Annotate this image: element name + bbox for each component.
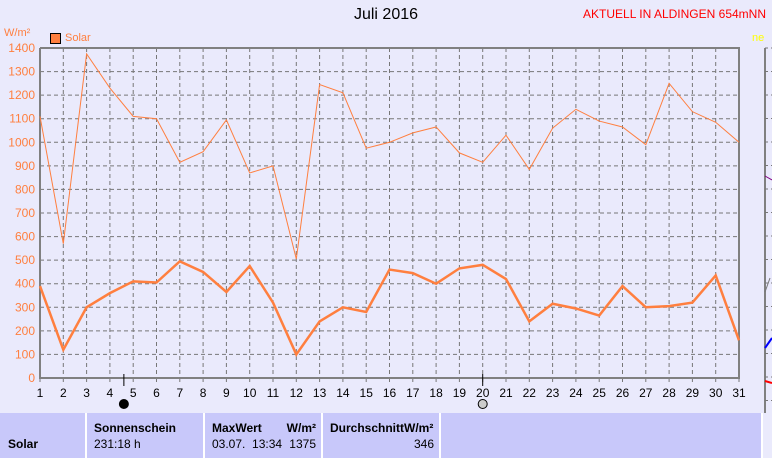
x-tick-label: 10 [243,386,257,400]
full-moon-icon [477,399,488,409]
y-tick-label: 600 [15,230,35,244]
x-tick-label: 15 [360,386,374,400]
row-label: Solar [8,437,39,451]
x-tick-label: 25 [593,386,607,400]
y-tick-label: 200 [15,324,35,338]
x-tick-label: 9 [223,386,230,400]
y-tick-label: 300 [15,300,35,314]
x-tick-label: 14 [336,386,350,400]
sunshine-value: 231:18 h [94,437,141,451]
x-tick-label: 11 [267,386,280,400]
max-value: 1375 [289,437,316,451]
legend-label: Solar [65,32,91,44]
sunshine-cell: Sonnenschein 231:18 h [87,413,205,458]
sunshine-header: Sonnenschein [94,421,177,435]
x-tick-label: 13 [313,386,327,400]
x-tick-label: 12 [290,386,304,400]
x-tick-label: 20 [476,386,490,400]
x-tick-label: 26 [616,386,630,400]
new-moon-icon [118,399,129,409]
x-tick-label: 30 [709,386,723,400]
max-header: MaxWert [212,421,262,435]
x-tick-label: 6 [153,386,160,400]
x-tick-label: 3 [83,386,90,400]
station-status: AKTUELL IN ALDINGEN 654mNN [583,7,766,21]
x-tick-label: 4 [107,386,114,400]
summary-table: Solar Sonnenschein 231:18 h MaxWert W/m²… [0,413,772,458]
x-tick-label: 29 [686,386,700,400]
max-unit: W/m² [286,421,316,435]
y-tick-label: 1400 [8,41,35,55]
y-tick-label: 1100 [9,112,35,126]
max-cell: MaxWert W/m² 03.07. 13:34 1375 [205,413,323,458]
x-tick-label: 16 [383,386,397,400]
x-tick-label: 19 [453,386,467,400]
x-tick-label: 28 [662,386,676,400]
legend-swatch [50,32,61,44]
y-tick-label: 800 [15,182,35,196]
x-tick-label: 23 [546,386,560,400]
side-series-red [764,380,772,384]
side-panel-label: ne [752,32,765,44]
y-tick-label: 100 [15,347,35,361]
side-series-blue [764,337,772,349]
side-series-gray [764,277,771,293]
max-date: 03.07. 13:34 [212,437,283,451]
y-tick-label: 900 [15,159,35,173]
y-tick-label: 0 [28,371,35,385]
row-label-cell: Solar [0,413,87,458]
y-tick-label: 1300 [8,65,35,79]
x-tick-label: 18 [429,386,443,400]
avg-value: 346 [413,437,434,451]
y-tick-label: 1200 [8,88,35,102]
x-tick-label: 2 [60,386,67,400]
solar-chart: 0 100 200 300 400 500 600 700 800 900 1000 1100 1200… [8,41,772,413]
x-tick-label: 24 [569,386,583,400]
x-tick-label: 8 [200,386,207,400]
chart-title: Juli 2016 [353,6,419,23]
y-axis-unit: W/m² [4,27,31,39]
y-tick-label: 500 [15,253,35,267]
x-tick-label: 17 [406,386,420,400]
avg-header: DurchschnittW/m² [330,421,434,435]
avg-cell: DurchschnittW/m² 346 [323,413,441,458]
x-tick-label: 22 [523,386,537,400]
legend: Solar [50,32,91,44]
x-tick-label: 7 [176,386,183,400]
x-tick-label: 1 [37,386,44,400]
side-series-purple [764,175,772,181]
y-tick-label: 1000 [8,135,35,149]
plot-frame [39,47,740,379]
y-tick-label: 400 [15,277,35,291]
x-tick-label: 21 [499,386,513,400]
x-tick-label: 31 [732,386,746,400]
x-tick-label: 5 [130,386,137,400]
empty-cell [441,413,763,458]
y-tick-label: 700 [15,206,35,220]
x-tick-label: 27 [639,386,653,400]
